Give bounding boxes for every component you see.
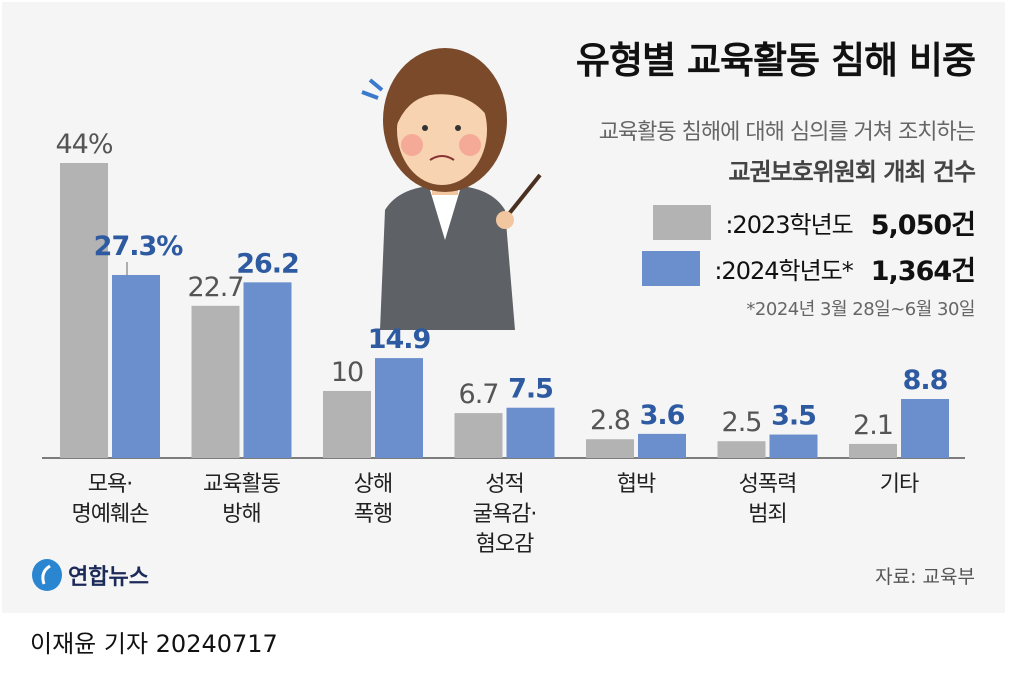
legend-item-2023: :2023학년도 5,050건 (653, 203, 976, 242)
category-label: 협박 (616, 472, 656, 497)
data-label: 7.5 (508, 374, 553, 405)
category-label: 상해 폭행 (353, 472, 393, 527)
bar-2023 (586, 439, 634, 458)
bar-2024 (243, 282, 292, 458)
byline: 이재윤 기자 20240717 (30, 630, 278, 658)
legend-swatch-gray (653, 205, 712, 240)
bar-2024 (638, 433, 686, 458)
legend-item-2024: :2024학년도* 1,364건 (642, 249, 976, 288)
data-label: 44% (55, 129, 112, 160)
legend-swatch-blue (642, 251, 701, 286)
bar-2024 (506, 407, 555, 458)
bar-2024 (112, 274, 160, 458)
category-label: 성폭력 범죄 (738, 472, 798, 527)
subtitle-line2: 교권보호위원회 개최 건수 (728, 158, 976, 186)
bar-2023 (191, 305, 240, 458)
category-label: 성적 굴욕감· 혐오감 (472, 472, 538, 557)
data-label: 26.2 (236, 248, 299, 279)
legend-total: 1,364건 (870, 256, 976, 287)
teacher-illustration (361, 48, 542, 330)
data-label: 14.9 (368, 324, 431, 355)
bar-2024 (769, 434, 818, 458)
data-label: 2.8 (590, 405, 630, 436)
data-label: 3.6 (640, 400, 685, 431)
data-label: 2.5 (722, 407, 762, 438)
data-label: 8.8 (903, 365, 948, 396)
yonhap-logo: 연합뉴스 (30, 558, 149, 592)
logo-text: 연합뉴스 (68, 565, 149, 590)
data-label: 2.1 (853, 410, 893, 441)
bar-2024 (901, 399, 949, 458)
bar-2024 (375, 358, 423, 458)
bar-2023 (60, 163, 108, 458)
legend-label: :2023학년도 (725, 211, 853, 239)
data-label: 3.5 (771, 401, 816, 432)
legend-total: 5,050건 (870, 210, 976, 241)
source-text: 자료: 교육부 (875, 566, 975, 588)
yonhap-logo-icon (32, 559, 62, 591)
data-label: 27.3% (94, 231, 184, 262)
data-label: 10 (331, 357, 363, 388)
data-label: 22.7 (187, 272, 243, 303)
category-label: 기타 (879, 472, 919, 497)
bar-2023 (454, 413, 503, 458)
legend-label: :2024학년도* (714, 257, 853, 285)
category-label: 교육활동 방해 (203, 472, 281, 527)
bar-2023 (849, 443, 897, 458)
data-label: 6.7 (459, 379, 499, 410)
bar-2023 (323, 390, 371, 458)
subtitle-line1: 교육활동 침해에 대해 심의를 거쳐 조치하는 (598, 120, 976, 145)
footnote: *2024년 3월 28일~6월 30일 (746, 299, 975, 320)
chart-title: 유형별 교육활동 침해 비중 (575, 39, 976, 82)
category-label: 모욕· 명예훼손 (71, 472, 150, 527)
bar-2023 (717, 441, 766, 458)
